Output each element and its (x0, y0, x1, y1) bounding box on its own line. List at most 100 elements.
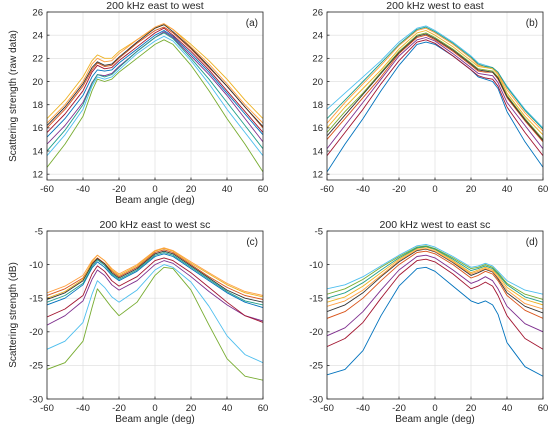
panel-label: (b) (526, 18, 538, 29)
series-line-6 (47, 35, 263, 156)
series-line-6 (327, 243, 543, 295)
x-tick-label: 20 (466, 403, 477, 414)
x-axis-label: Beam angle (deg) (395, 414, 475, 425)
series-line-10 (47, 252, 263, 306)
chart-title: 200 kHz east to west (106, 0, 204, 12)
series-line-1 (47, 30, 263, 138)
y-axis-label: Scattering strength (dB) (8, 262, 19, 368)
y-tick-label: 12 (312, 170, 323, 181)
series-line-8 (47, 250, 263, 303)
x-tick-label: 0 (152, 184, 157, 195)
series-line-10 (47, 32, 263, 152)
y-axis-label: Scattering strength (raw data) (8, 30, 19, 162)
series-line-1 (47, 253, 263, 309)
series-line-3 (327, 30, 543, 136)
x-tick-label: 0 (152, 403, 157, 414)
x-tick-label: -40 (76, 403, 90, 414)
series-line-9 (47, 247, 263, 296)
series-line-7 (327, 258, 543, 350)
y-tick-label: -15 (29, 294, 43, 305)
series-line-4 (327, 37, 543, 149)
series-line-8 (327, 248, 543, 314)
y-tick-label: 26 (32, 7, 43, 18)
series-line-2 (327, 34, 543, 143)
x-tick-label: 20 (186, 403, 197, 414)
x-axis-label: Beam angle (deg) (115, 414, 195, 425)
series-line-6 (47, 264, 263, 364)
y-tick-label: 20 (32, 77, 43, 88)
series-line-10 (327, 26, 543, 130)
x-tick-label: 20 (466, 184, 477, 195)
series-line-9 (327, 248, 543, 310)
series-line-5 (47, 39, 263, 173)
series-line-3 (47, 248, 263, 299)
series-line-2 (47, 26, 263, 129)
x-tick-label: 60 (258, 403, 269, 414)
series-line-8 (47, 24, 263, 128)
y-tick-label: -30 (309, 394, 323, 405)
y-tick-label: 16 (312, 123, 323, 134)
x-tick-label: -60 (40, 184, 54, 195)
y-tick-label: -10 (309, 260, 323, 271)
y-tick-label: 18 (32, 100, 43, 111)
series-line-5 (47, 266, 263, 381)
x-tick-label: -60 (40, 403, 54, 414)
series-line-1 (327, 266, 543, 377)
y-tick-label: 16 (32, 123, 43, 134)
x-tick-label: 40 (222, 184, 233, 195)
x-tick-label: 0 (432, 184, 437, 195)
chart-panel-2: -60 -40 -20 0 20 40 60 12 14 16 18 20 22 24 26 200 kHz … (312, 0, 548, 195)
x-tick-label: -40 (356, 403, 370, 414)
panel-label: (a) (246, 18, 258, 29)
x-tick-label: -20 (392, 184, 406, 195)
chart-panel-1: -60 -40 -20 0 20 40 60 12 14 16 18 20 22 24 26 200 kHz … (8, 0, 268, 206)
x-tick-label: -20 (112, 184, 126, 195)
series-line-2 (327, 250, 543, 319)
y-tick-label: 18 (312, 100, 323, 111)
y-tick-label: -30 (29, 394, 43, 405)
y-tick-label: 20 (312, 77, 323, 88)
x-tick-label: 60 (258, 184, 269, 195)
x-tick-label: -60 (320, 184, 334, 195)
y-tick-label: -5 (35, 226, 43, 237)
x-tick-label: -60 (320, 403, 334, 414)
y-tick-label: -25 (29, 361, 43, 372)
y-tick-label: -20 (309, 327, 323, 338)
series-line-7 (47, 257, 263, 323)
y-tick-label: -5 (315, 226, 323, 237)
x-axis-label: Beam angle (deg) (115, 195, 195, 206)
x-tick-label: 0 (432, 403, 437, 414)
y-tick-label: 24 (32, 30, 43, 41)
series-line-4 (327, 254, 543, 337)
y-tick-label: 12 (32, 170, 43, 181)
series-line-9 (47, 23, 263, 124)
series-line-5 (327, 32, 543, 140)
y-tick-label: 22 (312, 54, 323, 65)
x-tick-label: -20 (112, 403, 126, 414)
chart-panel-3: -60 -40 -20 0 20 40 60 -30 -25 -20 -15 -10 -5 200 kHz… (8, 219, 268, 425)
series-line-9 (327, 27, 543, 132)
y-tick-label: -20 (29, 327, 43, 338)
series-line-3 (327, 246, 543, 306)
x-tick-label: 40 (502, 403, 513, 414)
x-tick-label: -40 (356, 184, 370, 195)
y-tick-label: 22 (32, 54, 43, 65)
chart-title: 200 kHz west to east (386, 0, 484, 12)
y-tick-label: -25 (309, 361, 323, 372)
x-tick-label: -20 (392, 403, 406, 414)
y-tick-label: -10 (29, 260, 43, 271)
series-line-7 (327, 39, 543, 156)
series-line-4 (47, 260, 263, 326)
panel-label: (d) (526, 237, 538, 248)
panel-label: (c) (246, 237, 258, 248)
x-tick-label: 60 (538, 403, 549, 414)
x-tick-label: 20 (186, 184, 197, 195)
x-tick-label: -40 (76, 184, 90, 195)
y-tick-label: 14 (312, 146, 323, 157)
y-tick-label: 14 (32, 146, 43, 157)
chart-panel-4: -60 -40 -20 0 20 40 60 -30 -25 -20 -15 -10 -5 200 kHz… (309, 219, 548, 425)
series-line-10 (327, 246, 543, 303)
y-tick-label: 24 (312, 30, 323, 41)
series-line-8 (327, 33, 543, 141)
